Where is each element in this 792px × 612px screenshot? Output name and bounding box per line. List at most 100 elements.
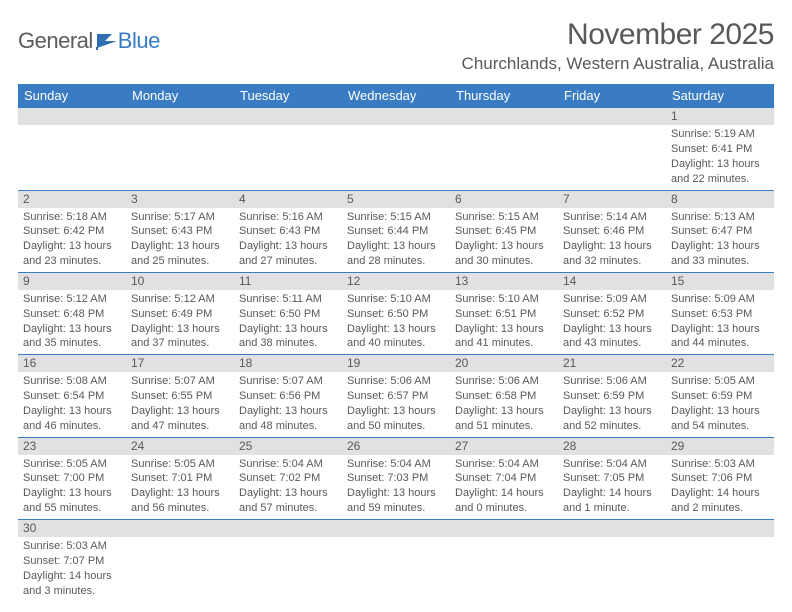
calendar-empty-cell bbox=[558, 520, 666, 602]
calendar-day-cell: 17Sunrise: 5:07 AMSunset: 6:55 PMDayligh… bbox=[126, 355, 234, 437]
calendar-day-cell: 16Sunrise: 5:08 AMSunset: 6:54 PMDayligh… bbox=[18, 355, 126, 437]
calendar-day-cell: 5Sunrise: 5:15 AMSunset: 6:44 PMDaylight… bbox=[342, 190, 450, 272]
calendar-empty-cell bbox=[126, 520, 234, 602]
sunrise-line: Sunrise: 5:06 AM bbox=[455, 374, 553, 389]
sunset-line: Sunset: 6:53 PM bbox=[671, 307, 769, 322]
daylight-line: Daylight: 13 hours and 57 minutes. bbox=[239, 486, 337, 516]
calendar-day-cell: 3Sunrise: 5:17 AMSunset: 6:43 PMDaylight… bbox=[126, 190, 234, 272]
sunrise-line: Sunrise: 5:05 AM bbox=[23, 457, 121, 472]
daylight-line: Daylight: 13 hours and 41 minutes. bbox=[455, 322, 553, 352]
day-details: Sunrise: 5:12 AMSunset: 6:48 PMDaylight:… bbox=[18, 290, 126, 354]
day-number bbox=[558, 108, 666, 125]
day-details: Sunrise: 5:10 AMSunset: 6:50 PMDaylight:… bbox=[342, 290, 450, 354]
day-number: 7 bbox=[558, 191, 666, 208]
day-details: Sunrise: 5:03 AMSunset: 7:07 PMDaylight:… bbox=[18, 537, 126, 601]
day-details: Sunrise: 5:04 AMSunset: 7:03 PMDaylight:… bbox=[342, 455, 450, 519]
sunset-line: Sunset: 6:58 PM bbox=[455, 389, 553, 404]
day-number: 17 bbox=[126, 355, 234, 372]
day-number bbox=[126, 520, 234, 537]
weekday-header: Wednesday bbox=[342, 84, 450, 108]
calendar-day-cell: 13Sunrise: 5:10 AMSunset: 6:51 PMDayligh… bbox=[450, 272, 558, 354]
calendar-empty-cell bbox=[126, 108, 234, 190]
sunrise-line: Sunrise: 5:14 AM bbox=[563, 210, 661, 225]
header-right: November 2025 Churchlands, Western Austr… bbox=[462, 18, 774, 74]
day-number bbox=[342, 520, 450, 537]
day-details: Sunrise: 5:12 AMSunset: 6:49 PMDaylight:… bbox=[126, 290, 234, 354]
day-number: 22 bbox=[666, 355, 774, 372]
sunrise-line: Sunrise: 5:16 AM bbox=[239, 210, 337, 225]
sunset-line: Sunset: 7:04 PM bbox=[455, 471, 553, 486]
daylight-line: Daylight: 14 hours and 0 minutes. bbox=[455, 486, 553, 516]
daylight-line: Daylight: 13 hours and 43 minutes. bbox=[563, 322, 661, 352]
calendar-week-row: 9Sunrise: 5:12 AMSunset: 6:48 PMDaylight… bbox=[18, 272, 774, 354]
calendar-day-cell: 19Sunrise: 5:06 AMSunset: 6:57 PMDayligh… bbox=[342, 355, 450, 437]
sunrise-line: Sunrise: 5:06 AM bbox=[563, 374, 661, 389]
sunset-line: Sunset: 6:52 PM bbox=[563, 307, 661, 322]
calendar-empty-cell bbox=[558, 108, 666, 190]
day-details: Sunrise: 5:03 AMSunset: 7:06 PMDaylight:… bbox=[666, 455, 774, 519]
sunset-line: Sunset: 7:00 PM bbox=[23, 471, 121, 486]
daylight-line: Daylight: 13 hours and 47 minutes. bbox=[131, 404, 229, 434]
calendar-day-cell: 26Sunrise: 5:04 AMSunset: 7:03 PMDayligh… bbox=[342, 437, 450, 519]
sunset-line: Sunset: 6:50 PM bbox=[347, 307, 445, 322]
sunset-line: Sunset: 6:48 PM bbox=[23, 307, 121, 322]
day-number bbox=[558, 520, 666, 537]
calendar-table: SundayMondayTuesdayWednesdayThursdayFrid… bbox=[18, 84, 774, 602]
calendar-empty-cell bbox=[450, 520, 558, 602]
day-details: Sunrise: 5:11 AMSunset: 6:50 PMDaylight:… bbox=[234, 290, 342, 354]
day-number: 10 bbox=[126, 273, 234, 290]
sunrise-line: Sunrise: 5:03 AM bbox=[671, 457, 769, 472]
day-number bbox=[342, 108, 450, 125]
daylight-line: Daylight: 13 hours and 28 minutes. bbox=[347, 239, 445, 269]
daylight-line: Daylight: 13 hours and 56 minutes. bbox=[131, 486, 229, 516]
daylight-line: Daylight: 13 hours and 32 minutes. bbox=[563, 239, 661, 269]
sunrise-line: Sunrise: 5:09 AM bbox=[671, 292, 769, 307]
sunrise-line: Sunrise: 5:03 AM bbox=[23, 539, 121, 554]
logo-text-general: General bbox=[18, 28, 93, 54]
day-details: Sunrise: 5:04 AMSunset: 7:05 PMDaylight:… bbox=[558, 455, 666, 519]
daylight-line: Daylight: 14 hours and 1 minute. bbox=[563, 486, 661, 516]
sunset-line: Sunset: 6:51 PM bbox=[455, 307, 553, 322]
weekday-header: Friday bbox=[558, 84, 666, 108]
sunset-line: Sunset: 7:05 PM bbox=[563, 471, 661, 486]
sunrise-line: Sunrise: 5:04 AM bbox=[347, 457, 445, 472]
sunrise-line: Sunrise: 5:05 AM bbox=[671, 374, 769, 389]
daylight-line: Daylight: 13 hours and 52 minutes. bbox=[563, 404, 661, 434]
daylight-line: Daylight: 14 hours and 3 minutes. bbox=[23, 569, 121, 599]
calendar-week-row: 30Sunrise: 5:03 AMSunset: 7:07 PMDayligh… bbox=[18, 520, 774, 602]
day-number: 21 bbox=[558, 355, 666, 372]
day-number bbox=[450, 520, 558, 537]
sunrise-line: Sunrise: 5:04 AM bbox=[563, 457, 661, 472]
page-title: November 2025 bbox=[462, 18, 774, 52]
calendar-day-cell: 1Sunrise: 5:19 AMSunset: 6:41 PMDaylight… bbox=[666, 108, 774, 190]
calendar-empty-cell bbox=[18, 108, 126, 190]
calendar-empty-cell bbox=[234, 520, 342, 602]
day-details: Sunrise: 5:05 AMSunset: 7:01 PMDaylight:… bbox=[126, 455, 234, 519]
day-details: Sunrise: 5:07 AMSunset: 6:55 PMDaylight:… bbox=[126, 372, 234, 436]
sunset-line: Sunset: 6:59 PM bbox=[563, 389, 661, 404]
sunrise-line: Sunrise: 5:12 AM bbox=[23, 292, 121, 307]
calendar-body: 1Sunrise: 5:19 AMSunset: 6:41 PMDaylight… bbox=[18, 108, 774, 602]
day-number: 3 bbox=[126, 191, 234, 208]
day-details: Sunrise: 5:10 AMSunset: 6:51 PMDaylight:… bbox=[450, 290, 558, 354]
day-details: Sunrise: 5:19 AMSunset: 6:41 PMDaylight:… bbox=[666, 125, 774, 189]
sunrise-line: Sunrise: 5:08 AM bbox=[23, 374, 121, 389]
logo: General Blue bbox=[18, 18, 160, 54]
day-number bbox=[234, 108, 342, 125]
sunrise-line: Sunrise: 5:12 AM bbox=[131, 292, 229, 307]
day-number: 25 bbox=[234, 438, 342, 455]
daylight-line: Daylight: 13 hours and 33 minutes. bbox=[671, 239, 769, 269]
calendar-empty-cell bbox=[342, 520, 450, 602]
sunrise-line: Sunrise: 5:15 AM bbox=[347, 210, 445, 225]
day-number: 24 bbox=[126, 438, 234, 455]
day-number: 30 bbox=[18, 520, 126, 537]
sunset-line: Sunset: 7:07 PM bbox=[23, 554, 121, 569]
day-details: Sunrise: 5:06 AMSunset: 6:58 PMDaylight:… bbox=[450, 372, 558, 436]
sunset-line: Sunset: 6:46 PM bbox=[563, 224, 661, 239]
day-number: 16 bbox=[18, 355, 126, 372]
day-number: 9 bbox=[18, 273, 126, 290]
calendar-day-cell: 10Sunrise: 5:12 AMSunset: 6:49 PMDayligh… bbox=[126, 272, 234, 354]
day-number: 5 bbox=[342, 191, 450, 208]
day-number: 13 bbox=[450, 273, 558, 290]
day-number bbox=[666, 520, 774, 537]
